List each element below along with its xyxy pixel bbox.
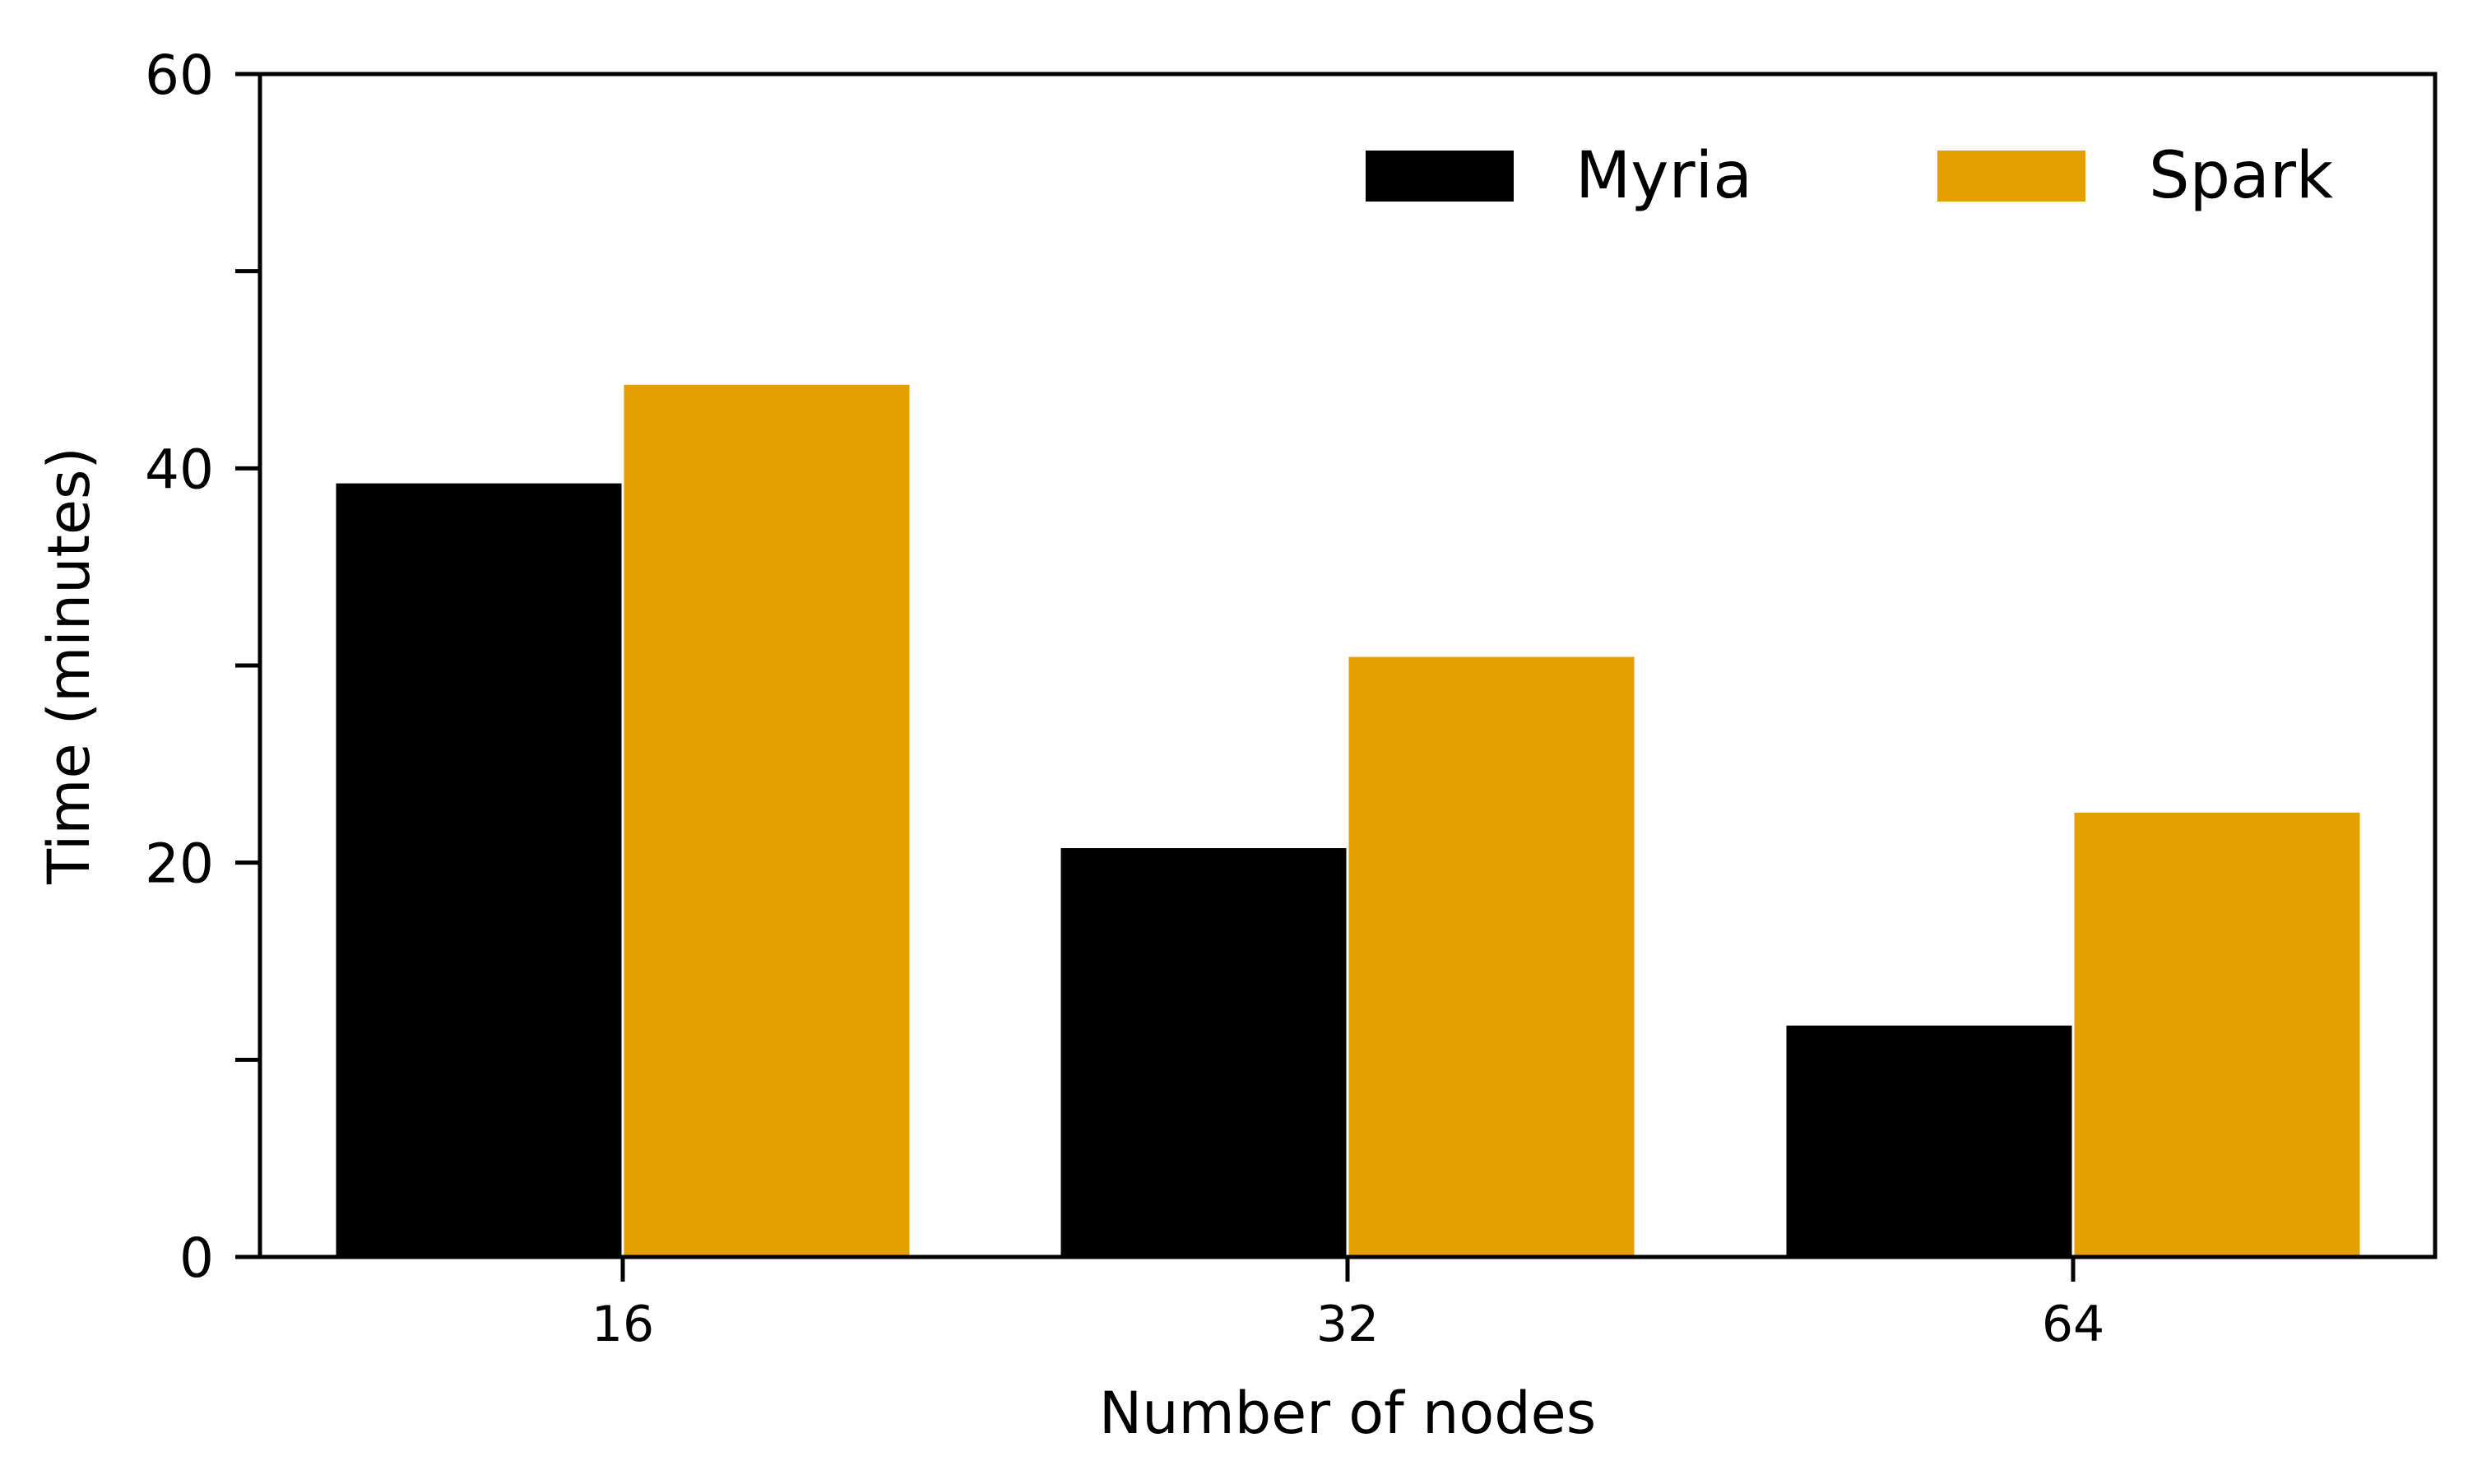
y-tick-label: 60 <box>145 44 214 107</box>
bar-myria-64 <box>1784 1023 2075 1259</box>
x-axis-label: Number of nodes <box>1099 1380 1596 1447</box>
x-tick-label: 32 <box>1316 1296 1379 1353</box>
y-tick-label: 20 <box>145 832 214 896</box>
x-tick-label: 64 <box>2042 1296 2104 1353</box>
legend-swatch-spark <box>1937 151 2085 202</box>
legend-label-spark: Spark <box>2149 139 2333 213</box>
axes-layer: 0 20 40 60 16 32 64 <box>145 44 2438 1353</box>
bar-myria-32 <box>1058 845 1349 1259</box>
legend-label-myria: Myria <box>1575 139 1752 213</box>
legend: Myria Spark <box>1366 139 2333 213</box>
bar-spark-32 <box>1346 654 1637 1259</box>
y-tick-label: 40 <box>145 438 214 501</box>
bars-layer <box>333 382 2363 1259</box>
bar-spark-64 <box>2071 809 2363 1259</box>
x-tick-label: 16 <box>591 1296 654 1353</box>
bar-spark-16 <box>621 382 912 1259</box>
y-tick-label: 0 <box>179 1227 214 1290</box>
bar-myria-16 <box>333 480 624 1259</box>
legend-swatch-myria <box>1366 151 1514 202</box>
y-axis-label: Time (minutes) <box>35 447 103 885</box>
